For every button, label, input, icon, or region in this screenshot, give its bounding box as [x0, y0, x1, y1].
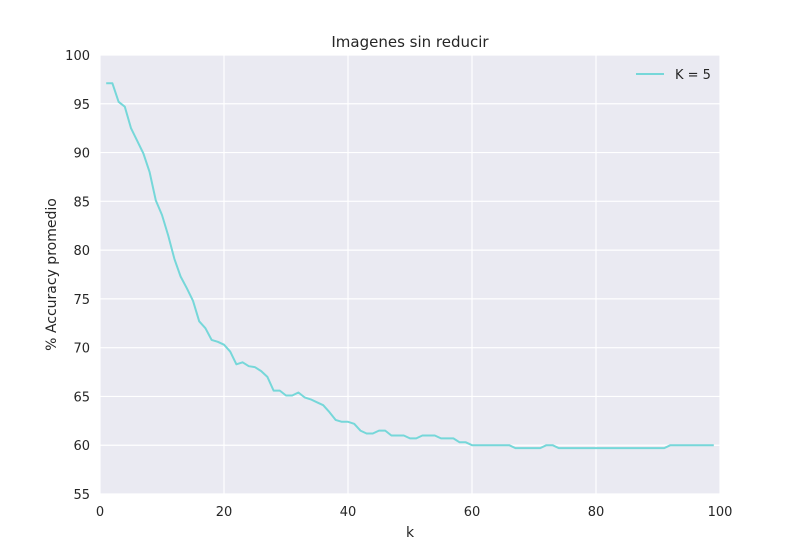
y-tick-label: 90	[73, 147, 90, 162]
plot-area	[100, 55, 720, 494]
x-tick-labels: 0 20 40 60 80 100	[96, 505, 733, 520]
x-tick-label: 80	[588, 505, 605, 520]
x-tick-label: 0	[96, 505, 104, 520]
legend-label: K = 5	[675, 68, 711, 83]
y-tick-label: 60	[73, 439, 90, 454]
legend: K = 5	[636, 68, 711, 83]
series-line	[106, 82, 714, 450]
series-layer	[106, 82, 714, 450]
x-axis-label: k	[406, 525, 415, 541]
y-tick-label: 100	[65, 49, 90, 64]
x-tick-label: 100	[708, 505, 733, 520]
y-tick-labels: 55 60 65 70 75 80 85 90 95 100	[65, 49, 90, 503]
x-tick-label: 40	[340, 505, 357, 520]
y-tick-label: 55	[73, 488, 90, 503]
y-tick-label: 85	[73, 195, 90, 210]
x-tick-label: 20	[216, 505, 233, 520]
y-axis-label: % Accuracy promedio	[44, 198, 60, 351]
y-tick-label: 70	[73, 342, 90, 357]
grid-lines	[99, 54, 721, 495]
y-tick-label: 65	[73, 390, 90, 405]
y-tick-label: 75	[73, 293, 90, 308]
y-tick-label: 80	[73, 244, 90, 259]
y-tick-label: 95	[73, 98, 90, 113]
x-tick-label: 60	[464, 505, 481, 520]
chart-title: Imagenes sin reducir	[331, 33, 489, 51]
